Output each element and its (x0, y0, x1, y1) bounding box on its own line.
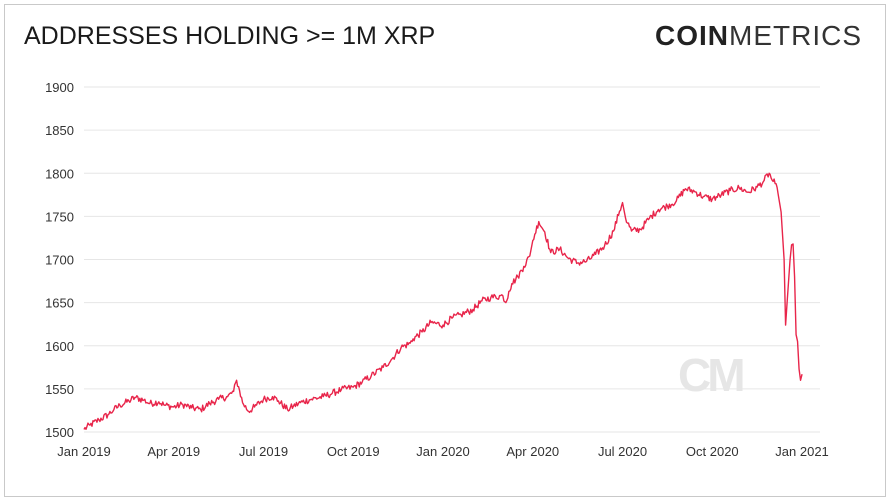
x-tick-label: Jan 2019 (57, 444, 111, 459)
chart-title: ADDRESSES HOLDING >= 1M XRP (24, 22, 436, 50)
x-tick-label: Apr 2019 (147, 444, 200, 459)
y-tick-label: 1700 (45, 253, 74, 268)
y-tick-label: 1800 (45, 166, 74, 181)
y-axis: 1500 1550 1600 1650 1700 1750 1800 1850 1900 (45, 80, 74, 440)
y-tick-label: 1650 (45, 296, 74, 311)
chart-frame (4, 4, 886, 497)
x-tick-label: Apr 2020 (506, 444, 559, 459)
y-tick-label: 1900 (45, 80, 74, 95)
watermark-logo: CM (678, 349, 746, 401)
x-tick-label: Jan 2020 (416, 444, 470, 459)
brand-logo: COINMETRICS (655, 20, 862, 52)
brand-logo-bold: COIN (655, 20, 729, 51)
x-tick-label: Jan 2021 (775, 444, 829, 459)
y-tick-label: 1750 (45, 209, 74, 224)
brand-logo-light: METRICS (729, 20, 862, 51)
y-tick-label: 1600 (45, 339, 74, 354)
x-tick-label: Oct 2019 (327, 444, 380, 459)
x-tick-label: Jul 2019 (239, 444, 288, 459)
series-line (83, 172, 803, 431)
grid-lines (84, 86, 820, 433)
x-axis: Jan 2019 Apr 2019 Jul 2019 Oct 2019 Jan 2020… (57, 444, 829, 459)
y-tick-label: 1850 (45, 123, 74, 138)
x-tick-label: Jul 2020 (598, 444, 647, 459)
y-tick-label: 1500 (45, 425, 74, 440)
series-group (83, 172, 803, 431)
y-tick-label: 1550 (45, 382, 74, 397)
x-tick-label: Oct 2020 (686, 444, 739, 459)
